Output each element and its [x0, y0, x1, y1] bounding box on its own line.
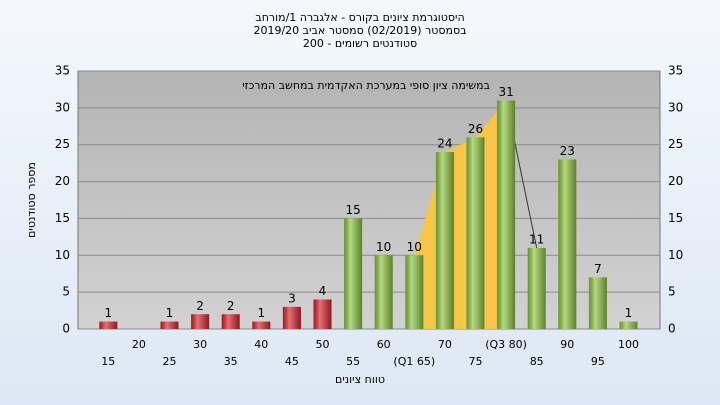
data-label: 31 [498, 85, 513, 99]
bar-shade [99, 321, 118, 329]
x-tick-label: 85 [530, 355, 544, 368]
y2-tick-label: 15 [668, 211, 683, 225]
data-label: 1 [104, 306, 112, 320]
x-tick-label: 60 [377, 338, 391, 351]
data-label: 2 [227, 299, 235, 313]
bar-shade [221, 314, 240, 329]
data-label: 1 [257, 306, 265, 320]
x-tick-label: 40 [254, 338, 268, 351]
data-label: 3 [288, 291, 296, 305]
data-label: 7 [594, 262, 602, 276]
bar-shade [374, 255, 393, 329]
bar-shade [160, 321, 179, 329]
data-label: 15 [345, 203, 360, 217]
x-tick-label: 45 [285, 355, 299, 368]
data-label: 1 [166, 306, 174, 320]
bar-shade [558, 159, 577, 329]
y2-tick-label: 0 [668, 322, 676, 336]
bar-shade [313, 299, 332, 329]
chart-title: בסמסטר (02/2019) סמסטר אביב 2019/20 [253, 24, 466, 37]
x-tick-label: (Q1 65) [393, 355, 435, 368]
data-label: 2 [196, 299, 204, 313]
x-tick-label: 30 [193, 338, 207, 351]
y-tick-label: 15 [55, 211, 70, 225]
x-tick-label: 20 [132, 338, 146, 351]
bar-shade [405, 255, 424, 329]
y-tick-label: 30 [55, 100, 70, 114]
data-label: 10 [376, 240, 391, 254]
y-tick-label: 10 [55, 248, 70, 262]
bar-shade [435, 152, 454, 329]
x-tick-label: 75 [469, 355, 483, 368]
y-axis-label: מספר סטודנטים [25, 162, 38, 238]
x-tick-label: (Q3 80) [485, 338, 527, 351]
y-tick-label: 20 [55, 174, 70, 188]
x-tick-label: 35 [224, 355, 238, 368]
bar-shade [497, 100, 516, 329]
annotation: במשימה ציון סופי במערכת האקדמית במחשב המ… [242, 79, 490, 92]
y-tick-label: 5 [62, 285, 70, 299]
y2-tick-label: 30 [668, 100, 683, 114]
y2-tick-label: 25 [668, 137, 683, 151]
y2-tick-label: 20 [668, 174, 683, 188]
y2-tick-label: 10 [668, 248, 683, 262]
x-tick-label: 90 [560, 338, 574, 351]
bar-shade [252, 321, 271, 329]
x-axis-label: טווח ציונים [335, 373, 385, 386]
y2-tick-label: 35 [668, 64, 683, 78]
x-tick-label: 55 [346, 355, 360, 368]
data-label: 4 [319, 284, 327, 298]
bar-shade [191, 314, 210, 329]
data-label: 26 [468, 122, 483, 136]
data-label: 24 [437, 137, 452, 151]
bar-shade [282, 306, 301, 329]
chart-title: היסטוגרמת ציונים בקורס - אלגברה 1/מורחב [255, 11, 464, 24]
bar-shade [466, 137, 485, 329]
data-label: 1 [625, 306, 633, 320]
x-tick-label: 70 [438, 338, 452, 351]
x-tick-label: 25 [163, 355, 177, 368]
y-tick-label: 35 [55, 64, 70, 78]
data-label: 23 [560, 144, 575, 158]
bar-shade [619, 321, 638, 329]
bar-shade [344, 218, 363, 329]
x-tick-label: 100 [618, 338, 639, 351]
bar-shade [527, 247, 546, 329]
x-tick-label: 50 [316, 338, 330, 351]
y-tick-label: 25 [55, 137, 70, 151]
x-tick-label: 95 [591, 355, 605, 368]
chart-title: סטודנטים רשומים - 200 [303, 37, 417, 50]
data-label: 11 [529, 232, 544, 246]
x-tick-label: 15 [101, 355, 115, 368]
bar-shade [588, 277, 607, 329]
data-label: 10 [407, 240, 422, 254]
y2-tick-label: 5 [668, 285, 676, 299]
y-tick-label: 0 [62, 322, 70, 336]
